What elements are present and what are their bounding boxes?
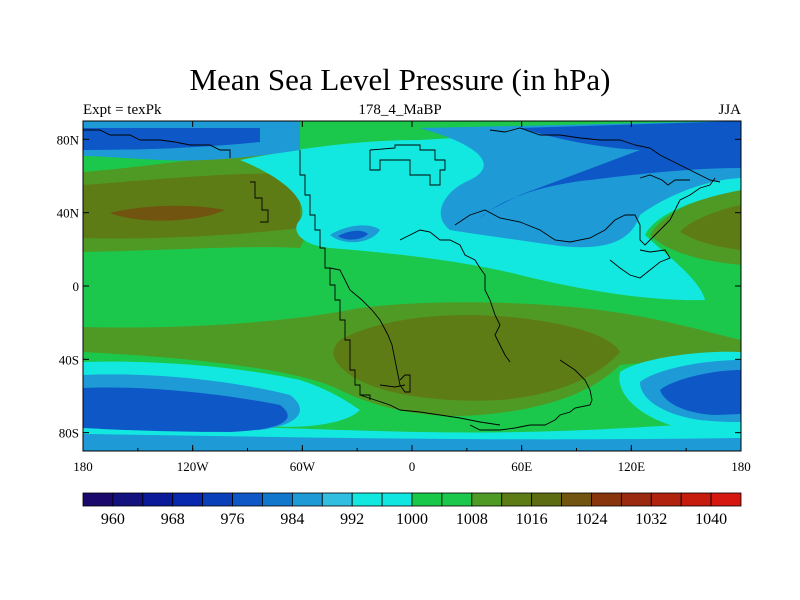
x-axis: 180 120W 60W 0 60E 120E 180 — [73, 121, 751, 474]
colorbar-swatch — [82, 492, 114, 507]
colorbar-swatch — [142, 492, 174, 507]
x-tick-label: 180 — [731, 459, 751, 474]
coastline-southern-arc — [359, 394, 501, 426]
colorbar-swatch — [232, 492, 263, 507]
colorbar-label: 1040 — [695, 511, 727, 528]
season-label: JJA — [718, 102, 741, 118]
coastline-south-america — [329, 267, 411, 393]
y-tick-label: 40S — [59, 352, 79, 367]
colorbar-swatch — [620, 492, 652, 507]
coastline-arctic-east — [489, 127, 721, 183]
coastline-arctic-west — [83, 129, 231, 158]
colorbar-label: 984 — [280, 511, 304, 528]
experiment-label: Expt = texPk — [83, 102, 162, 118]
colorbar-swatch — [351, 492, 383, 507]
colorbar-swatch — [531, 492, 562, 507]
colorbar-swatch — [172, 492, 204, 507]
coastline-southeast-asia — [609, 249, 671, 279]
colorbar-swatch — [680, 492, 712, 507]
colorbar-label: 976 — [221, 511, 245, 528]
field-arctic-low-core — [83, 128, 260, 150]
colorbar-label: 1024 — [575, 511, 607, 528]
x-tick-label: 120W — [177, 459, 210, 474]
coastline-asia — [454, 177, 716, 246]
case-label: 178_4_MaBP — [358, 102, 442, 118]
field-epac-high-core — [680, 205, 741, 250]
colorbar-swatch — [591, 492, 622, 507]
x-tick-label: 120E — [618, 459, 646, 474]
chart-title: Mean Sea Level Pressure (in hPa) — [189, 62, 611, 97]
pressure-field — [83, 121, 741, 451]
colorbar-label: 1016 — [516, 511, 548, 528]
colorbar-swatch — [202, 492, 233, 507]
colorbar-swatch — [112, 492, 144, 507]
x-tick-label: 0 — [409, 459, 416, 474]
colorbar-label: 992 — [340, 511, 364, 528]
colorbar-swatch — [710, 492, 742, 507]
colorbar-swatch — [441, 492, 473, 507]
colorbar-swatch — [501, 492, 533, 507]
y-tick-label: 80S — [59, 426, 79, 441]
field-nh-high-core — [83, 173, 300, 239]
x-tick-label: 60W — [290, 459, 316, 474]
x-tick-label: 60E — [511, 459, 532, 474]
colorbar-label: 1000 — [396, 511, 428, 528]
colorbar-swatch — [291, 492, 323, 507]
y-tick-label: 80N — [57, 132, 80, 147]
field-nh-high-peak — [110, 205, 225, 221]
field-sh-low-east-core — [660, 370, 741, 415]
coastline-north-america — [299, 150, 371, 400]
field-sh-low-west-core — [83, 387, 288, 432]
field-small-low-core — [338, 230, 368, 240]
coastline-eurasia — [399, 229, 511, 363]
colorbar-label: 960 — [101, 511, 125, 528]
colorbar: 960 968 976 984 992 1000 1008 1016 1024 1032 1040 — [82, 492, 742, 528]
field-sh-high-core — [333, 314, 620, 401]
x-tick-label: 180 — [73, 459, 93, 474]
coastline-greenland — [250, 181, 269, 223]
colorbar-swatch — [471, 492, 503, 507]
colorbar-label: 1008 — [456, 511, 488, 528]
colorbar-swatch — [321, 492, 353, 507]
coastline-africa-south — [469, 359, 593, 431]
coastline-south-island — [379, 384, 406, 388]
y-tick-label: 40N — [57, 206, 80, 221]
colorbar-swatch — [561, 492, 592, 507]
coastline-island-east — [639, 174, 690, 186]
field-antarctic-band — [83, 434, 741, 451]
colorbar-swatch — [381, 492, 413, 507]
colorbar-swatch — [650, 492, 682, 507]
colorbar-swatch — [262, 492, 293, 507]
colorbar-label: 968 — [161, 511, 185, 528]
coastline-americas-east — [369, 144, 446, 186]
coastlines — [83, 127, 721, 431]
y-tick-label: 0 — [73, 279, 80, 294]
colorbar-label: 1032 — [635, 511, 667, 528]
y-axis: 80N 40N 0 40S 80S — [57, 132, 741, 441]
field-north-low-core — [480, 121, 741, 218]
colorbar-swatch — [411, 492, 443, 507]
